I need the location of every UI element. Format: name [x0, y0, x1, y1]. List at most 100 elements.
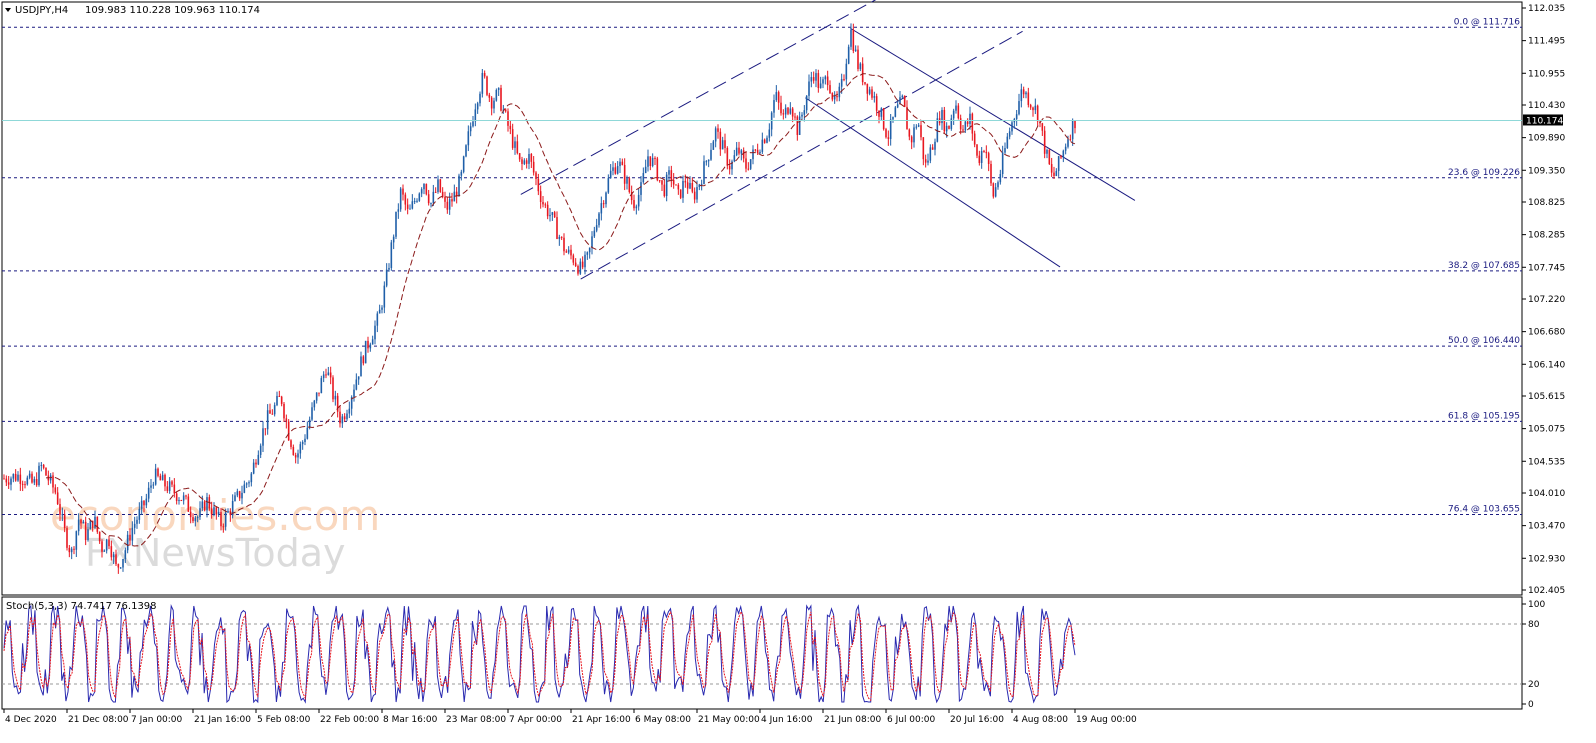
candle-body — [588, 247, 591, 253]
candle-body — [831, 93, 834, 100]
candle-body — [672, 179, 675, 185]
candles — [3, 23, 1076, 574]
candle-body — [215, 507, 218, 515]
symbol-dropdown-icon[interactable] — [5, 8, 11, 12]
candle-body — [1020, 89, 1023, 102]
price-panel — [1, 1, 1523, 596]
candle-body — [145, 498, 148, 506]
price-tick-label: 110.955 — [1528, 69, 1565, 79]
candle-body — [327, 372, 330, 376]
candle-body — [665, 174, 668, 197]
candle-body — [966, 121, 969, 124]
candle-body — [733, 155, 736, 162]
candle-body — [724, 140, 726, 148]
candle-body — [469, 126, 472, 132]
candle-body — [593, 230, 596, 237]
price-axis: 112.035 111.495 110.955 110.430 109.890 109.3… — [1522, 4, 1565, 596]
candle-body — [642, 173, 645, 183]
ohlc-header: 109.983 110.228 109.963 110.174 — [85, 5, 260, 16]
candle-body — [917, 125, 920, 127]
candle-body — [21, 483, 24, 485]
candle-body — [626, 178, 628, 184]
price-tick-label: 112.035 — [1528, 4, 1565, 14]
candle-body — [199, 508, 201, 518]
candle-body — [346, 413, 348, 420]
candle-body — [458, 175, 460, 197]
candle-body — [747, 168, 750, 170]
candle-body — [248, 482, 250, 484]
candle-body — [350, 397, 353, 409]
candle-body — [257, 454, 260, 465]
candle-body — [717, 128, 719, 132]
stoch-tick-label: 20 — [1528, 680, 1540, 690]
candle-body — [654, 157, 656, 159]
candle-body — [1055, 170, 1058, 176]
candle-body — [812, 77, 815, 81]
candle-body — [782, 113, 785, 115]
candle-body — [201, 501, 204, 509]
candle-body — [693, 191, 696, 200]
candle-body — [978, 155, 981, 163]
candle-body — [388, 267, 390, 270]
candle-body — [945, 125, 948, 132]
candle-body — [927, 160, 929, 163]
candle-body — [1053, 172, 1055, 176]
candle-body — [117, 564, 120, 568]
candle-body — [894, 107, 897, 117]
candle-body — [924, 159, 927, 163]
candle-body — [1071, 120, 1074, 140]
candle-body — [465, 145, 467, 157]
candle-body — [656, 158, 659, 181]
candle-body — [159, 475, 162, 481]
candle-body — [528, 154, 530, 164]
candle-body — [395, 211, 397, 237]
candle-body — [1034, 105, 1037, 111]
stoch-tick-label: 80 — [1528, 620, 1540, 630]
candle-body — [885, 129, 887, 138]
candle-body — [77, 519, 80, 532]
candle-body — [976, 144, 978, 156]
candle-body — [999, 173, 1002, 183]
stoch-tick-label: 0 — [1528, 700, 1534, 710]
candle-body — [633, 200, 635, 209]
candle-body — [3, 478, 5, 480]
candle-body — [833, 95, 836, 100]
candle-body — [189, 511, 192, 518]
candle-body — [59, 504, 61, 515]
ascending-channel-lower — [580, 30, 1023, 280]
candle-body — [355, 379, 358, 390]
candle-body — [994, 187, 997, 197]
candle-body — [901, 95, 904, 98]
candle-body — [745, 158, 747, 169]
candle-body — [684, 180, 687, 183]
candle-body — [640, 182, 642, 195]
candle-body — [70, 548, 73, 553]
candle-body — [535, 172, 537, 180]
time-tick-label: 21 Jun 08:00 — [824, 715, 881, 725]
candle-body — [434, 191, 437, 193]
candle-body — [514, 141, 516, 148]
candle-body — [838, 86, 841, 98]
candle-body — [775, 92, 778, 101]
candle-body — [899, 97, 901, 105]
candle-body — [1018, 101, 1020, 115]
time-tick-label: 6 May 08:00 — [635, 715, 691, 725]
candle-body — [663, 184, 666, 197]
candle-body — [969, 113, 971, 124]
candle-body — [112, 554, 115, 558]
candle-body — [864, 82, 866, 84]
candle-body — [497, 87, 500, 90]
candle-body — [75, 531, 78, 550]
candle-body — [385, 269, 388, 286]
candle-body — [789, 108, 792, 114]
candle-body — [283, 403, 285, 419]
candle-body — [339, 411, 341, 424]
candle-body — [854, 49, 857, 51]
candle-body — [455, 191, 458, 197]
candle-body — [670, 170, 673, 180]
candle-body — [570, 249, 572, 256]
candle-body — [94, 516, 96, 528]
candle-body — [381, 307, 383, 310]
candle-body — [124, 550, 127, 560]
candle-body — [784, 107, 787, 115]
